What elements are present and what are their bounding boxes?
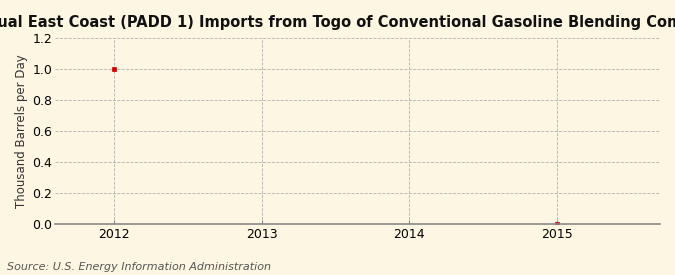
Title: Annual East Coast (PADD 1) Imports from Togo of Conventional Gasoline Blending C: Annual East Coast (PADD 1) Imports from … [0, 15, 675, 30]
Text: Source: U.S. Energy Information Administration: Source: U.S. Energy Information Administ… [7, 262, 271, 272]
Y-axis label: Thousand Barrels per Day: Thousand Barrels per Day [15, 54, 28, 208]
